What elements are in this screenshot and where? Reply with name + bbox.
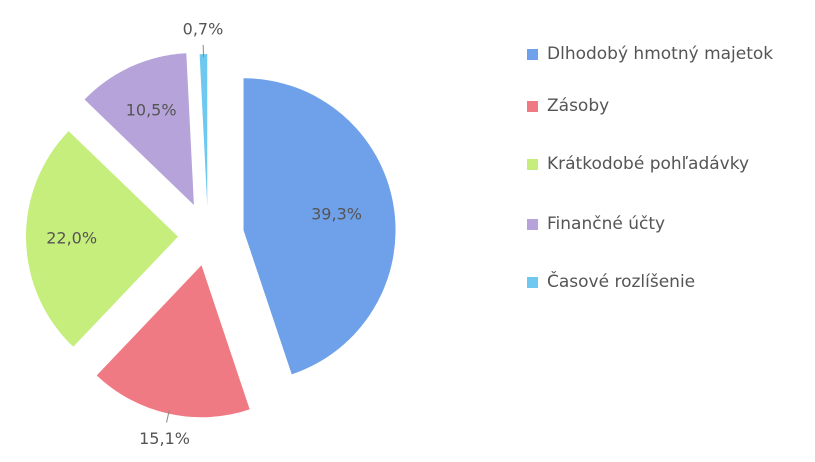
data-label: 0,7%	[183, 19, 224, 38]
legend-item: Časové rozlíšenie	[527, 268, 807, 296]
legend-item: Dlhodobý hmotný majetok	[527, 40, 807, 68]
data-label: 10,5%	[126, 100, 177, 119]
legend-swatch	[527, 49, 538, 60]
legend-item: Krátkodobé pohľadávky	[527, 150, 807, 178]
data-label: 39,3%	[311, 205, 362, 224]
legend-swatch	[527, 277, 538, 288]
pie-slice	[243, 78, 396, 375]
legend-item: Zásoby	[527, 92, 807, 120]
legend-label: Časové rozlíšenie	[547, 272, 696, 292]
legend-label: Krátkodobé pohľadávky	[547, 154, 750, 174]
pie-slice	[96, 265, 250, 418]
pie-slice	[199, 54, 208, 207]
data-label: 15,1%	[139, 429, 190, 448]
legend-label: Finančné účty	[547, 214, 666, 234]
pie-slice	[26, 131, 179, 347]
legend-swatch	[527, 101, 538, 112]
legend-item: Finančné účty	[527, 210, 807, 238]
pie-slice	[84, 53, 194, 206]
data-label: 22,0%	[46, 228, 97, 247]
chart: 39,3% 15,1% 22,0% 10,5% 0,7%	[26, 19, 396, 448]
legend-label: Dlhodobý hmotný majetok	[547, 44, 774, 64]
legend-label: Zásoby	[547, 96, 610, 116]
legend-swatch	[527, 159, 538, 170]
legend: Dlhodobý hmotný majetok Zásoby Krátkodobé …	[527, 30, 807, 296]
legend-swatch	[527, 219, 538, 230]
leader-line	[166, 410, 170, 423]
